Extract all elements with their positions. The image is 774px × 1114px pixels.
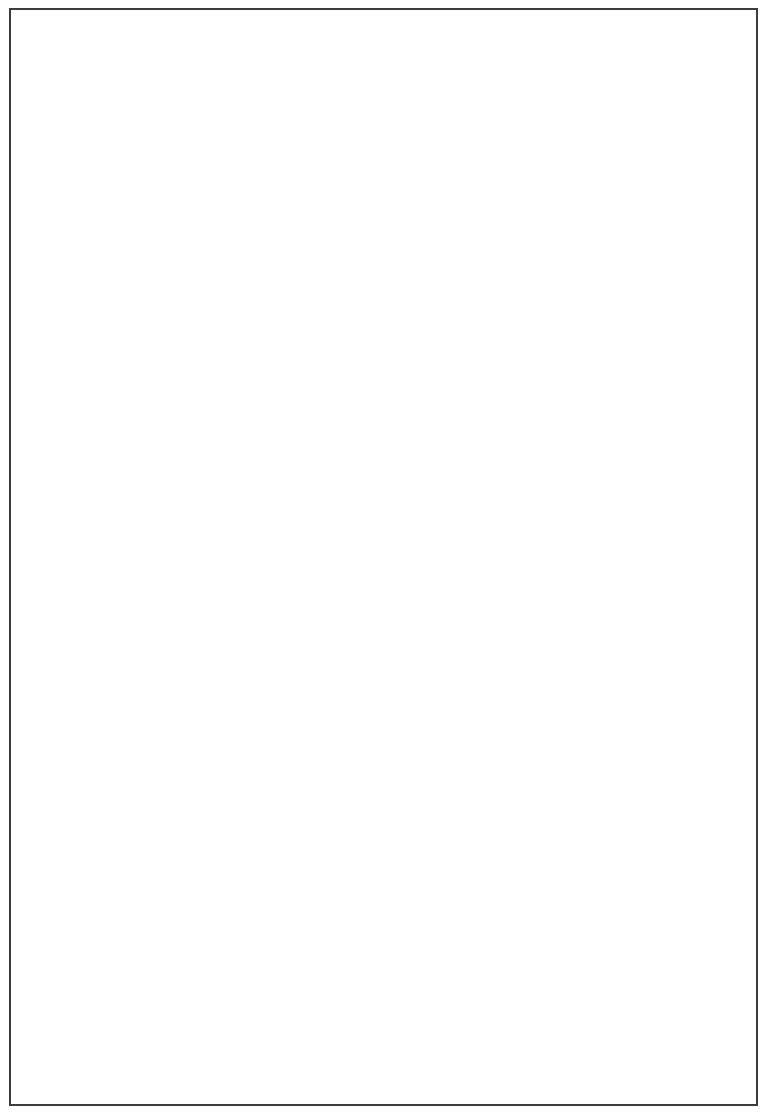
feature-table (9, 8, 758, 1106)
